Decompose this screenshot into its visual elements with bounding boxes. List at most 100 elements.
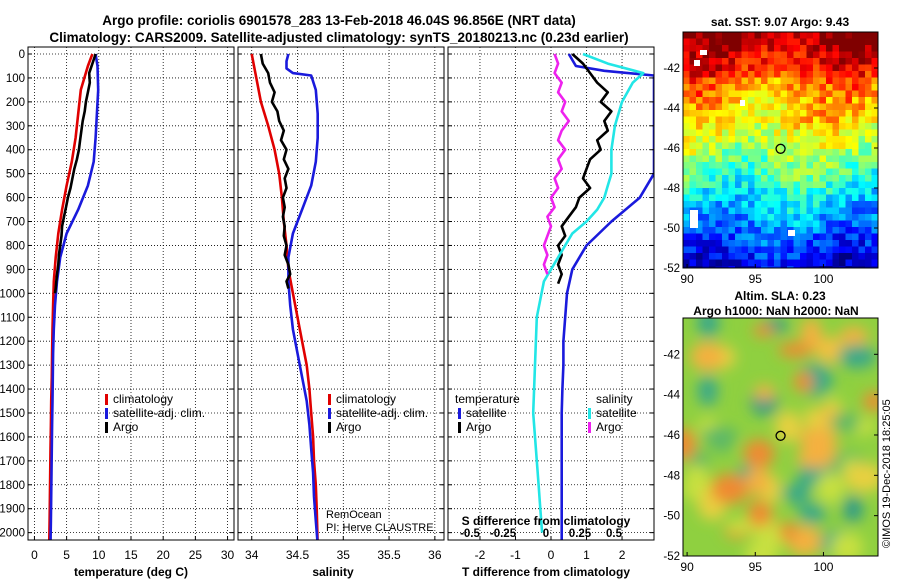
sst-cell [813,142,820,150]
sst-cell [865,155,872,163]
sst-cell [709,116,716,124]
sst-cell [761,227,768,234]
sst-cell [826,58,833,65]
sst-cell [813,240,820,247]
sst-cell [728,97,736,104]
sst-cell [780,168,788,176]
sst-cell [787,168,794,176]
sst-cell [871,233,878,241]
sst-cell [813,214,820,221]
sst-cell [689,103,697,111]
sst-cell [728,162,736,169]
sst-cell [819,214,827,221]
sst-cell [715,240,723,247]
sst-cell [767,214,775,221]
sst-cell [858,142,866,150]
sst-cell [683,103,690,111]
sla-blob [804,407,822,430]
sst-cell [819,71,827,78]
sst-cell [865,188,872,195]
sst-cell [683,38,690,46]
sst-cell [741,142,749,150]
sst-cell [806,123,814,130]
sst-cell [709,149,716,156]
sst-cell [858,103,866,111]
sla-blob [690,342,725,371]
sst-cell [735,188,742,195]
sst-cell [839,168,846,176]
sst-cell [735,90,742,98]
sst-cell [780,207,788,215]
sst-cell [832,207,840,215]
sst-cell [741,38,749,46]
sst-cell [813,97,820,104]
sst-cell [819,246,827,254]
sst-cell [735,45,742,52]
sst-cell [689,168,697,176]
sst-cell [819,220,827,228]
sst-cell [813,227,820,234]
difference-legend-title-salinity: salinity [596,392,633,406]
sst-cell [839,240,846,247]
sst-cell [722,129,729,137]
sla-blob [802,429,838,459]
sst-cell [696,136,703,143]
sst-cell [767,194,775,202]
sst-cell [806,149,814,156]
sst-cell [852,162,859,169]
sst-cell [865,77,872,85]
sst-cell [761,168,768,176]
sst-cell [865,123,872,130]
sst-cell [774,253,781,260]
sst-cell [761,103,768,111]
salinity-diff-tick-label: -0.25 [490,528,517,540]
sst-cell [839,116,846,124]
sst-cell [741,194,749,202]
sst-cell [787,64,794,72]
sst-cell [813,38,820,46]
sst-map-xtick-label: 95 [749,272,763,286]
sst-cell [819,181,827,189]
sst-cell [826,71,833,78]
sst-cell [774,214,781,221]
sst-cell [780,103,788,111]
sst-cell [780,38,788,46]
sst-cell [806,233,814,241]
sst-cell [800,71,807,78]
sst-cell [689,97,697,104]
sst-cell [826,220,833,228]
sst-cell [722,194,729,202]
sst-cell [767,142,775,150]
sst-cell [774,77,781,85]
sst-cell [767,38,775,46]
sst-cell [754,227,762,234]
sst-cell [754,162,762,169]
sst-cell [741,259,749,267]
depth-tick-label: 900 [6,264,25,276]
sst-cell [826,240,833,247]
sst-cell [715,253,723,260]
sst-cell [767,97,775,104]
sst-cell [845,123,853,130]
sst-cell [813,116,820,124]
sst-cell [728,168,736,176]
sst-cell [767,227,775,234]
sst-cell [722,77,729,85]
sst-cell [735,253,742,260]
sst-cell [813,188,820,195]
sst-cell [754,207,762,215]
sst-cell [839,64,846,72]
sla-map-ytick-label: -50 [663,511,680,523]
sst-heatmap [683,32,878,268]
sst-cell [845,38,853,46]
sst-cell [806,71,814,78]
sst-cell [702,240,710,247]
sst-cell [852,214,859,221]
depth-tick-label: 300 [6,121,25,133]
salinity-diff-tick-label: 0.25 [569,528,592,540]
sst-cell [735,142,742,150]
sst-cell [696,227,703,234]
sst-cell [819,58,827,65]
sst-cell [780,181,788,189]
